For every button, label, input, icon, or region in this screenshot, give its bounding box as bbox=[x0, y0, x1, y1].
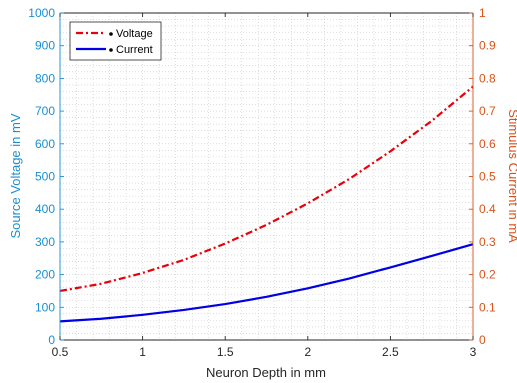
y-left-tick-label: 600 bbox=[35, 137, 55, 151]
y-axis-right-title: Stimulus Current in mA bbox=[506, 109, 517, 243]
legend-label-voltage: Voltage bbox=[116, 28, 153, 40]
y-left-tick-label: 200 bbox=[35, 268, 55, 282]
legend-box bbox=[69, 21, 162, 61]
legend-dot-current bbox=[109, 48, 113, 52]
legend: Voltage Current bbox=[69, 21, 162, 61]
y-left-tick-label: 400 bbox=[35, 202, 55, 216]
x-tick-label: 0.5 bbox=[52, 345, 69, 359]
x-tick-label: 1.5 bbox=[217, 345, 234, 359]
y-right-tick-label: 0.5 bbox=[479, 170, 496, 184]
x-tick-label: 1 bbox=[139, 345, 146, 359]
y-right-tick-label: 0.6 bbox=[479, 137, 496, 151]
y-right-tick-label: 0.2 bbox=[479, 268, 496, 282]
y-right-tick-label: 0.4 bbox=[479, 202, 496, 216]
y-axis-left-title: Source Voltage in mV bbox=[8, 113, 23, 238]
x-tick-label: 3 bbox=[470, 345, 477, 359]
y-right-tick-label: 1 bbox=[479, 6, 486, 20]
x-tick-label: 2 bbox=[304, 345, 311, 359]
y-right-tick-label: 0 bbox=[479, 333, 486, 347]
y-left-tick-label: 0 bbox=[48, 333, 55, 347]
y-right-tick-label: 0.9 bbox=[479, 39, 496, 53]
legend-dot-voltage bbox=[109, 32, 113, 36]
x-axis-title: Neuron Depth in mm bbox=[206, 365, 326, 380]
y-left-tick-label: 800 bbox=[35, 71, 55, 85]
y-left-tick-label: 1000 bbox=[28, 6, 55, 20]
legend-label-current: Current bbox=[116, 44, 153, 56]
y-right-tick-label: 0.8 bbox=[479, 71, 496, 85]
grid bbox=[59, 12, 474, 341]
axes: 0.5 1 1.5 2 2.5 30100200300400500600700800900… bbox=[28, 6, 496, 359]
y-right-tick-label: 0.3 bbox=[479, 235, 496, 249]
y-left-tick-label: 300 bbox=[35, 235, 55, 249]
y-left-tick-label: 700 bbox=[35, 104, 55, 118]
y-right-tick-label: 0.1 bbox=[479, 300, 496, 314]
y-left-tick-label: 900 bbox=[35, 39, 55, 53]
series-line-voltage bbox=[59, 85, 474, 293]
series-line-current bbox=[59, 243, 474, 323]
x-tick-label: 2.5 bbox=[382, 345, 399, 359]
series-layer bbox=[59, 85, 474, 323]
y-left-tick-label: 500 bbox=[35, 170, 55, 184]
y-right-tick-label: 0.7 bbox=[479, 104, 496, 118]
y-left-tick-label: 100 bbox=[35, 300, 55, 314]
